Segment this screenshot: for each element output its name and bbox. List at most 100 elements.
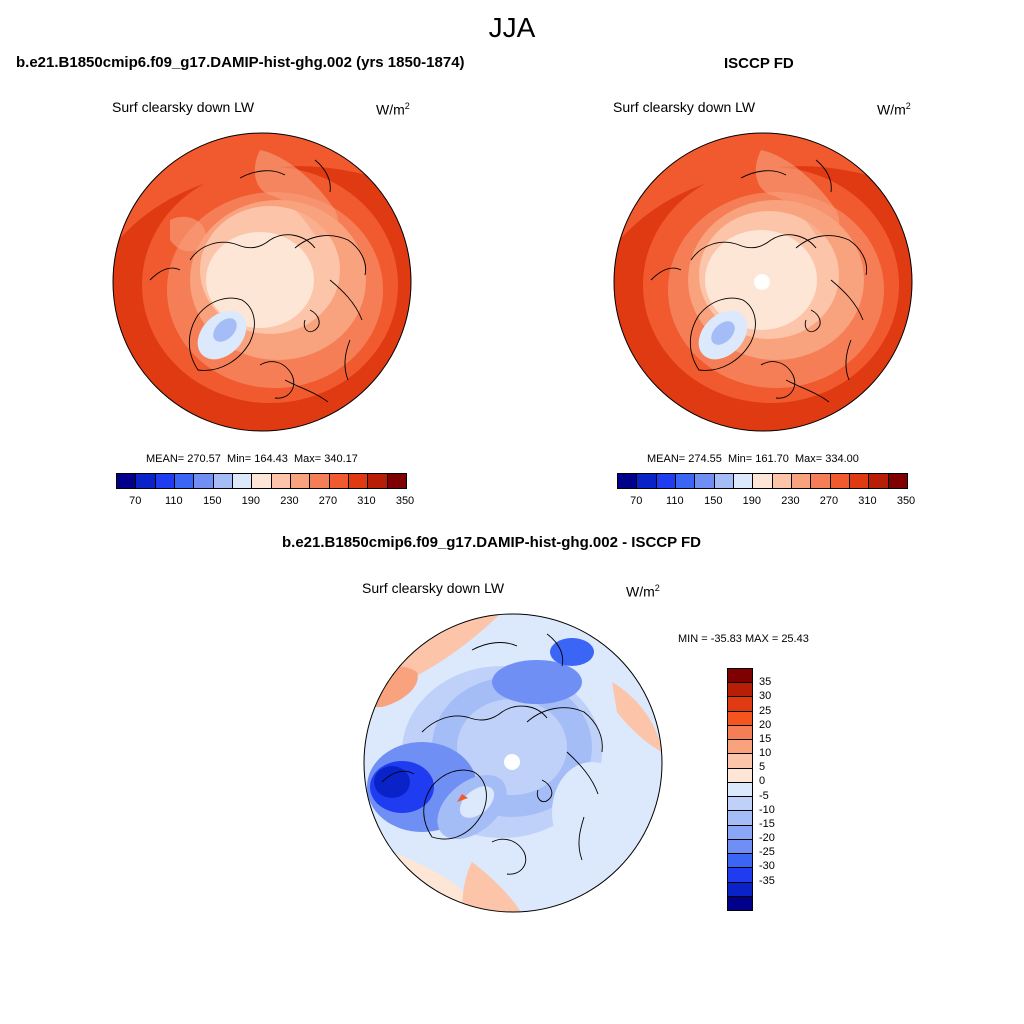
left-colorbar-swatch — [310, 474, 330, 488]
right-colorbar-swatch — [830, 474, 850, 488]
diff-panel-minmax: MIN = -35.83 MAX = 25.43 — [678, 633, 809, 645]
diff-colorbar-tick-label: 20 — [759, 718, 772, 731]
right-colorbar-tick-label: 350 — [896, 495, 916, 507]
right-colorbar-tick-label: 270 — [819, 495, 839, 507]
right-polar-map — [613, 132, 913, 432]
diff-colorbar-swatch — [728, 854, 752, 869]
right-colorbar-tick-label: 70 — [630, 495, 643, 507]
left-panel-title: b.e21.B1850cmip6.f09_g17.DAMIP-hist-ghg.… — [16, 54, 465, 71]
left-colorbar-tick-label: 350 — [395, 495, 415, 507]
diff-colorbar-swatch — [728, 825, 752, 840]
left-colorbar-swatch — [136, 474, 156, 488]
diff-colorbar-tick-label: 30 — [759, 690, 772, 703]
left-colorbar-swatch — [155, 474, 175, 488]
right-mean: MEAN= 274.55 — [647, 453, 722, 465]
right-colorbar-tick-label: 150 — [704, 495, 723, 507]
diff-colorbar-tick-label: 5 — [759, 761, 766, 774]
diff-colorbar-tick-label: 10 — [759, 747, 772, 760]
right-panel-units: W/m2 — [877, 101, 911, 118]
diff-colorbar-swatch — [728, 740, 752, 755]
right-colorbar-swatch — [656, 474, 676, 488]
right-colorbar-swatch — [733, 474, 754, 488]
left-colorbar-swatch — [271, 474, 291, 488]
diff-polar-map — [363, 613, 663, 913]
left-colorbar-tick-label: 310 — [357, 495, 376, 507]
left-colorbar-tick-label: 270 — [318, 495, 338, 507]
diff-colorbar-swatch — [728, 868, 752, 883]
right-colorbar-swatch — [849, 474, 870, 488]
right-colorbar-swatch — [695, 474, 715, 488]
left-colorbar-tick-label: 150 — [203, 495, 222, 507]
diff-colorbar-swatch — [728, 711, 752, 726]
right-colorbar-swatch — [675, 474, 696, 488]
diff-colorbar-swatch — [728, 896, 752, 910]
left-colorbar-swatch — [348, 474, 369, 488]
diff-colorbar-tick-label: 0 — [759, 775, 766, 788]
left-panel-units: W/m2 — [376, 101, 410, 118]
left-colorbar-swatch — [232, 474, 253, 488]
diff-colorbar-tick-label: 35 — [759, 676, 772, 689]
diff-colorbar-tick-label: 15 — [759, 732, 772, 745]
diff-colorbar-swatch — [728, 725, 752, 741]
right-colorbar-swatch — [618, 474, 638, 488]
left-colorbar-swatch — [174, 474, 195, 488]
right-panel-stats: MEAN= 274.55 Min= 161.70 Max= 334.00 — [647, 453, 859, 465]
left-colorbar-tick-label: 70 — [129, 495, 142, 507]
left-colorbar-swatch — [290, 474, 311, 488]
right-colorbar — [617, 473, 908, 489]
diff-colorbar-swatch — [728, 669, 752, 684]
diff-colorbar-swatch — [728, 754, 752, 769]
right-panel-title: ISCCP FD — [724, 55, 794, 72]
right-panel-variable-label: Surf clearsky down LW — [613, 99, 756, 115]
right-colorbar-swatch — [637, 474, 657, 488]
right-min: Min= 161.70 — [728, 453, 789, 465]
diff-colorbar-swatch — [728, 782, 752, 798]
diff-colorbar-tick-label: 25 — [759, 704, 772, 717]
left-colorbar-swatch — [194, 474, 214, 488]
right-colorbar-tick-label: 110 — [666, 495, 684, 507]
diff-colorbar — [727, 668, 753, 911]
diff-colorbar-swatch — [728, 839, 752, 855]
right-colorbar-swatch — [791, 474, 812, 488]
diff-colorbar-tick-label: -10 — [759, 803, 775, 816]
diff-colorbar-swatch — [728, 768, 752, 783]
right-colorbar-swatch — [811, 474, 831, 488]
left-colorbar-swatch — [252, 474, 272, 488]
diff-panel-units: W/m2 — [626, 583, 660, 600]
right-colorbar-swatch — [869, 474, 889, 488]
right-max: Max= 334.00 — [795, 453, 859, 465]
diff-colorbar-tick-label: -35 — [759, 874, 775, 887]
diff-panel-variable-label: Surf clearsky down LW — [362, 580, 505, 596]
diff-colorbar-swatch — [728, 811, 752, 826]
right-colorbar-tick-label: 190 — [742, 495, 762, 507]
diff-colorbar-tick-label: -15 — [759, 817, 775, 830]
left-panel-stats: MEAN= 270.57 Min= 164.43 Max= 340.17 — [146, 453, 358, 465]
left-colorbar-swatch — [117, 474, 137, 488]
right-colorbar-tick-label: 310 — [858, 495, 877, 507]
diff-colorbar-swatch — [728, 683, 752, 698]
left-mean: MEAN= 270.57 — [146, 453, 221, 465]
left-max: Max= 340.17 — [294, 453, 358, 465]
left-min: Min= 164.43 — [227, 453, 288, 465]
diff-colorbar-tick-label: -20 — [759, 832, 775, 845]
right-colorbar-swatch — [753, 474, 773, 488]
left-colorbar-tick-label: 230 — [280, 495, 299, 507]
diff-colorbar-tick-label: -30 — [759, 860, 775, 873]
left-colorbar-swatch — [387, 474, 406, 488]
right-colorbar-swatch — [888, 474, 907, 488]
right-colorbar-swatch — [772, 474, 792, 488]
diff-colorbar-swatch — [728, 882, 752, 897]
right-colorbar-tick-label: 230 — [781, 495, 800, 507]
left-colorbar-swatch — [213, 474, 233, 488]
left-polar-map — [112, 132, 412, 432]
left-colorbar-swatch — [368, 474, 388, 488]
left-colorbar-tick-label: 110 — [165, 495, 183, 507]
diff-colorbar-swatch — [728, 797, 752, 812]
diff-colorbar-tick-label: -5 — [759, 789, 769, 802]
season-title: JJA — [488, 12, 536, 43]
left-panel-variable-label: Surf clearsky down LW — [112, 99, 255, 115]
left-colorbar-tick-label: 190 — [241, 495, 261, 507]
left-colorbar-swatch — [329, 474, 349, 488]
diff-panel-title: b.e21.B1850cmip6.f09_g17.DAMIP-hist-ghg.… — [282, 534, 702, 551]
left-colorbar — [116, 473, 407, 489]
